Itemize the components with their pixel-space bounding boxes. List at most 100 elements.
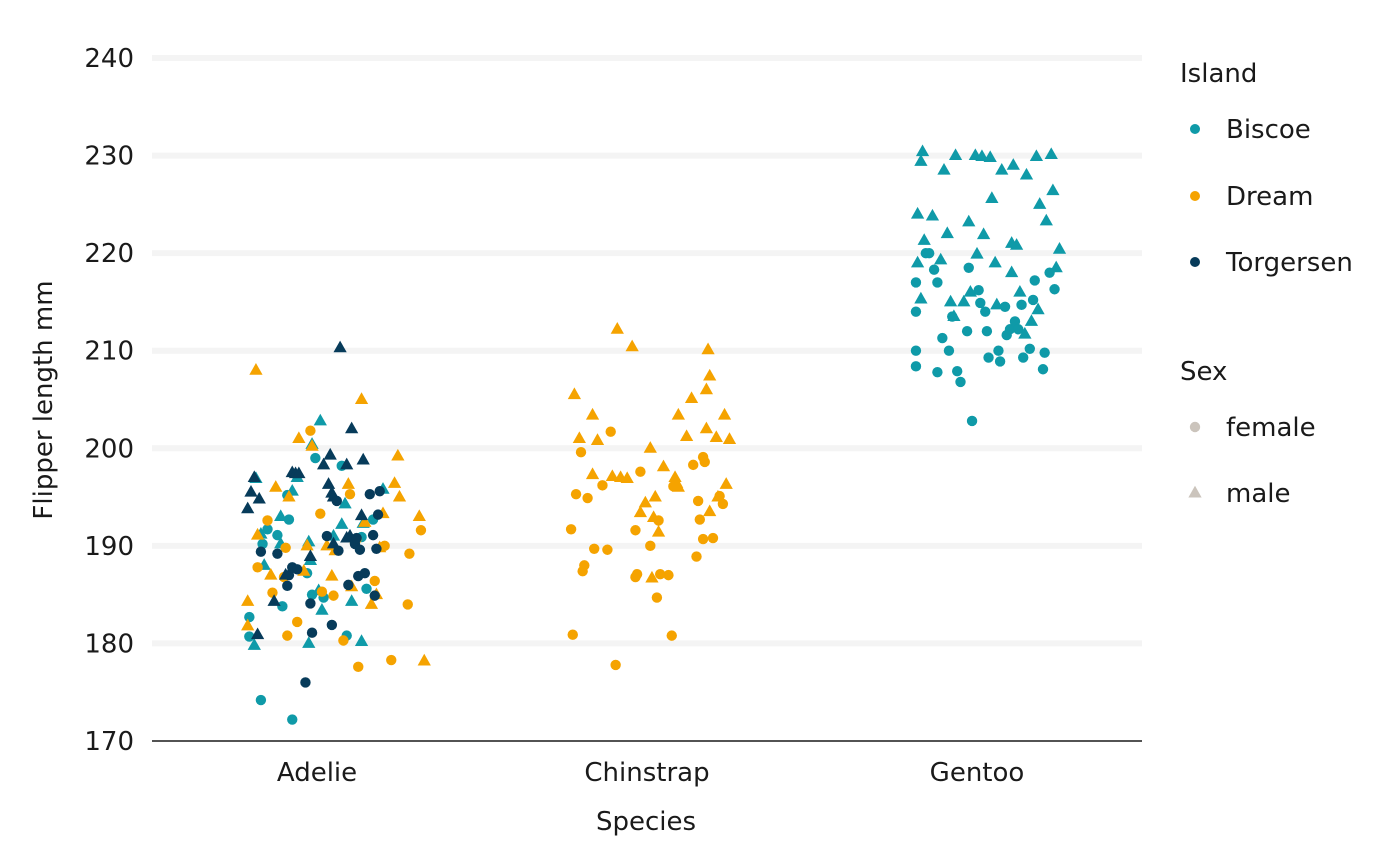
data-point-biscoe bbox=[957, 294, 971, 307]
data-point-dream bbox=[633, 505, 648, 518]
data-point-biscoe bbox=[914, 291, 928, 304]
data-point-dream bbox=[585, 407, 600, 420]
data-point-dream bbox=[282, 489, 296, 502]
data-point-dream bbox=[602, 544, 613, 555]
data-point-biscoe bbox=[1039, 347, 1050, 358]
data-point-dream bbox=[241, 618, 255, 631]
data-point-biscoe bbox=[257, 538, 268, 550]
data-point-biscoe bbox=[1024, 314, 1039, 326]
data-point-biscoe bbox=[302, 636, 316, 648]
data-point-dream bbox=[316, 586, 328, 597]
data-point-dream bbox=[620, 471, 634, 483]
data-point-biscoe bbox=[937, 163, 951, 175]
data-point-biscoe bbox=[262, 524, 273, 535]
y-tick-label: 220 bbox=[84, 239, 134, 269]
data-point-dream bbox=[252, 562, 263, 573]
y-tick-label: 190 bbox=[84, 532, 134, 562]
data-point-dream bbox=[579, 560, 590, 571]
legend-label-torgersen: Torgersen bbox=[1225, 248, 1353, 278]
data-point-dream bbox=[582, 492, 593, 504]
data-point-biscoe bbox=[932, 277, 943, 288]
data-point-torgersen bbox=[303, 549, 318, 562]
data-point-biscoe bbox=[975, 297, 986, 309]
data-point-dream bbox=[280, 542, 291, 554]
data-point-dream bbox=[572, 431, 586, 443]
legend: Island Sex Biscoe Dream Torgersen female mal… bbox=[1180, 59, 1353, 509]
data-point-biscoe bbox=[962, 214, 976, 227]
data-point-dream bbox=[703, 504, 717, 517]
data-point-dream bbox=[610, 322, 624, 334]
data-point-dream bbox=[404, 548, 415, 559]
legend-items: Biscoe Dream Torgersen female male bbox=[1188, 115, 1353, 509]
data-point-biscoe bbox=[1013, 324, 1024, 335]
data-point-dream bbox=[305, 425, 316, 436]
data-point-dream bbox=[567, 387, 582, 400]
data-point-torgersen bbox=[333, 545, 344, 556]
y-tick-label: 200 bbox=[84, 434, 134, 464]
data-point-dream bbox=[671, 407, 685, 420]
data-point-dream bbox=[630, 525, 641, 536]
data-point-biscoe bbox=[976, 227, 991, 240]
data-point-biscoe bbox=[1018, 352, 1029, 363]
data-point-biscoe bbox=[313, 413, 327, 426]
data-point-biscoe bbox=[338, 496, 352, 509]
data-point-dream bbox=[292, 616, 303, 628]
data-point-biscoe bbox=[1031, 302, 1045, 315]
data-point-biscoe bbox=[937, 332, 948, 344]
data-point-biscoe bbox=[247, 638, 261, 650]
data-point-dream bbox=[688, 459, 699, 471]
data-point-biscoe bbox=[1039, 213, 1053, 226]
data-point-biscoe bbox=[1033, 197, 1047, 209]
data-point-biscoe bbox=[1029, 275, 1040, 286]
data-point-biscoe bbox=[1029, 149, 1044, 162]
data-point-biscoe bbox=[923, 247, 935, 259]
data-point-biscoe bbox=[910, 255, 925, 268]
data-point-biscoe bbox=[315, 603, 329, 615]
data-point-torgersen bbox=[241, 501, 255, 514]
data-point-dream bbox=[645, 570, 659, 583]
x-tick-label: Adelie bbox=[277, 758, 357, 788]
data-point-torgersen bbox=[292, 564, 303, 575]
data-point-biscoe bbox=[966, 415, 978, 427]
data-point-dream bbox=[282, 630, 293, 641]
data-point-biscoe bbox=[947, 309, 961, 322]
data-point-dream bbox=[325, 568, 339, 581]
data-point-dream bbox=[645, 540, 656, 552]
data-point-dream bbox=[699, 456, 710, 468]
data-point-biscoe bbox=[1004, 324, 1016, 335]
data-point-biscoe bbox=[1009, 316, 1021, 327]
data-point-dream bbox=[651, 592, 663, 603]
data-point-biscoe bbox=[983, 150, 997, 162]
data-point-dream bbox=[292, 431, 306, 443]
y-axis-title: Flipper length mm bbox=[29, 280, 59, 519]
data-point-dream bbox=[671, 480, 685, 492]
data-point-torgersen bbox=[364, 488, 375, 500]
data-point-torgersen bbox=[321, 477, 336, 489]
data-point-biscoe bbox=[981, 326, 993, 337]
data-point-biscoe bbox=[915, 144, 930, 157]
data-point-dream bbox=[717, 498, 729, 510]
data-point-torgersen bbox=[326, 536, 341, 549]
data-point-biscoe bbox=[983, 352, 994, 363]
data-point-dream bbox=[241, 594, 255, 606]
data-point-dream bbox=[643, 441, 657, 453]
data-point-dream bbox=[386, 654, 397, 666]
data-point-torgersen bbox=[343, 579, 354, 591]
data-point-torgersen bbox=[354, 508, 369, 521]
legend-key-torgersen bbox=[1190, 257, 1200, 267]
data-point-biscoe bbox=[244, 611, 255, 623]
data-point-dream bbox=[305, 439, 319, 451]
data-point-torgersen bbox=[306, 627, 318, 638]
data-point-dream bbox=[328, 590, 339, 601]
data-point-dream bbox=[691, 551, 702, 562]
data-point-dream bbox=[575, 446, 587, 458]
legend-key-male bbox=[1188, 485, 1202, 498]
data-point-torgersen bbox=[369, 590, 380, 601]
data-point-dream bbox=[338, 635, 349, 646]
data-point-dream bbox=[364, 597, 379, 609]
data-point-dream bbox=[709, 430, 723, 443]
data-point-dream bbox=[589, 543, 600, 554]
data-point-dream bbox=[699, 382, 714, 395]
data-point-biscoe bbox=[1046, 183, 1060, 196]
data-point-biscoe bbox=[970, 246, 984, 259]
